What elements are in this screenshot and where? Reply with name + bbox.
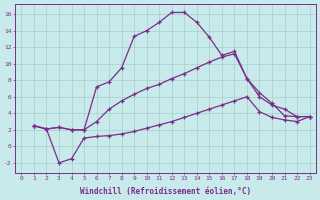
X-axis label: Windchill (Refroidissement éolien,°C): Windchill (Refroidissement éolien,°C): [80, 187, 251, 196]
